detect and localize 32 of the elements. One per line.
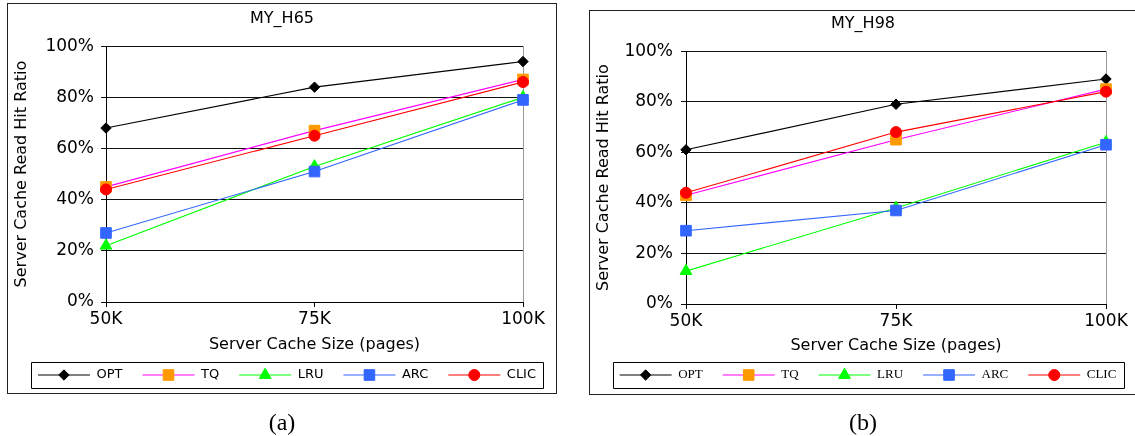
x-axis-title: Server Cache Size (pages) <box>208 334 421 354</box>
x-tick-label: 100K <box>501 307 546 328</box>
text: (b) <box>848 408 878 436</box>
text: (a) <box>267 408 297 436</box>
y-tick-label: 60% <box>56 136 94 157</box>
x-axis-title: Server Cache Size (pages) <box>790 335 1002 355</box>
y-tick-label: 80% <box>635 90 673 111</box>
y-tick-label: 60% <box>635 140 673 161</box>
y-tick-label: 100% <box>45 34 94 55</box>
legend-label: ARC <box>981 366 1009 382</box>
legend-label: OPT <box>96 366 123 382</box>
y-tick-label: 80% <box>56 85 94 106</box>
y-tick-label: 40% <box>56 188 94 209</box>
legend-label: CLIC <box>1086 366 1117 382</box>
x-tick-label: 75K <box>879 309 914 330</box>
legend-label: LRU <box>297 366 324 382</box>
chart-title: MY_H65 <box>250 7 314 28</box>
legend-label: ARC <box>401 366 429 382</box>
legend-label: LRU <box>877 366 904 382</box>
x-tick-label: 100K <box>1084 309 1129 330</box>
y-axis-title: Server Cache Read Hit Ratio <box>11 60 31 288</box>
y-tick-label: 40% <box>635 191 673 212</box>
y-tick-label: 100% <box>624 39 673 60</box>
legend-label: TQ <box>199 366 220 382</box>
y-tick-label: 20% <box>635 241 673 262</box>
y-tick-label: 20% <box>56 239 94 260</box>
chart-title: MY_H98 <box>831 13 895 34</box>
x-tick-label: 75K <box>298 307 332 328</box>
legend-label: OPT <box>678 366 703 382</box>
legend-label: TQ <box>781 366 800 382</box>
legend-label: CLIC <box>506 366 537 382</box>
y-axis-title: Server Cache Read Hit Ratio <box>592 64 612 291</box>
